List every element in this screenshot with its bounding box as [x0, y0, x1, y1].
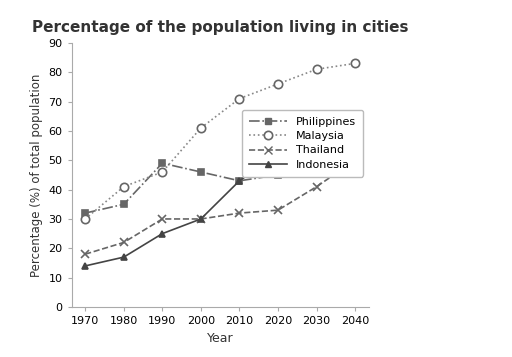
Indonesia	[275, 152, 281, 156]
Malaysia	[82, 217, 88, 221]
Line: Malaysia: Malaysia	[81, 59, 359, 223]
Indonesia	[82, 264, 88, 268]
Malaysia	[198, 126, 204, 130]
Thailand	[121, 240, 127, 245]
Thailand	[313, 185, 319, 189]
Indonesia	[313, 126, 319, 130]
Thailand	[159, 217, 165, 221]
Philippines	[159, 161, 165, 165]
Philippines	[313, 155, 319, 160]
Line: Thailand: Thailand	[81, 156, 359, 258]
Malaysia	[275, 82, 281, 86]
Malaysia	[237, 96, 243, 101]
Malaysia	[313, 67, 319, 71]
Y-axis label: Percentage (%) of total population: Percentage (%) of total population	[30, 73, 43, 277]
Title: Percentage of the population living in cities: Percentage of the population living in c…	[32, 20, 409, 35]
Indonesia	[352, 114, 358, 119]
Philippines	[237, 178, 243, 183]
Malaysia	[352, 61, 358, 66]
Indonesia	[121, 255, 127, 259]
Thailand	[352, 158, 358, 162]
Indonesia	[159, 231, 165, 236]
Line: Indonesia: Indonesia	[82, 113, 358, 270]
Thailand	[237, 211, 243, 215]
Thailand	[275, 208, 281, 212]
Indonesia	[198, 217, 204, 221]
Malaysia	[121, 185, 127, 189]
Thailand	[82, 252, 88, 256]
Philippines	[198, 170, 204, 174]
Thailand	[198, 217, 204, 221]
Philippines	[352, 137, 358, 142]
Line: Philippines: Philippines	[82, 136, 358, 217]
Philippines	[82, 211, 88, 215]
Indonesia	[237, 178, 243, 183]
Legend: Philippines, Malaysia, Thailand, Indonesia: Philippines, Malaysia, Thailand, Indones…	[242, 110, 363, 177]
X-axis label: Year: Year	[207, 332, 233, 345]
Malaysia	[159, 170, 165, 174]
Philippines	[121, 202, 127, 206]
Philippines	[275, 173, 281, 177]
